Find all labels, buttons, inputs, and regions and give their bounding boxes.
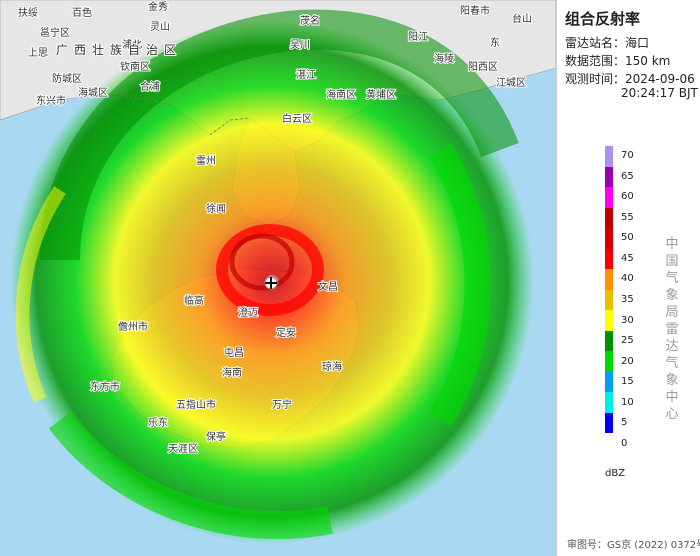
label-sanya: 天涯区	[168, 442, 198, 455]
spiral-band-east	[428, 143, 491, 427]
legend-tick-label: 55	[621, 211, 634, 223]
label-ledong: 乐东	[148, 416, 168, 429]
label-baise: 百色	[72, 6, 92, 19]
station-row: 雷达站名：海口	[565, 34, 649, 51]
label-wuzhishan: 五指山市	[176, 398, 216, 411]
legend-swatch	[605, 392, 613, 413]
label-xuwen: 徐闻	[206, 202, 226, 215]
spiral-band-north	[40, 9, 519, 261]
province-border	[119, 94, 251, 136]
label-huangpu: 黄埔区	[366, 88, 396, 101]
legend-tick-label: 35	[621, 294, 634, 305]
legend-swatch	[605, 351, 613, 372]
range-label: 数据范围：	[565, 54, 626, 68]
label-wanning: 万宁	[272, 398, 292, 411]
label-dongshan: 东	[490, 36, 500, 49]
label-hainan-east: 海南区	[326, 88, 356, 101]
label-fangcheng: 防城区	[52, 72, 82, 85]
legend-tick-label: 60	[621, 191, 634, 203]
label-dongfang: 东方市	[90, 380, 120, 393]
legend-swatch	[605, 289, 613, 311]
label-fusui: 扶绥	[18, 6, 38, 19]
legend-tick-label: 70	[621, 150, 634, 162]
time-date: 2024-09-06	[625, 72, 695, 86]
spiral-band-south	[48, 411, 333, 540]
legend-tick-label: 15	[621, 376, 634, 388]
legend-tick-label: 20	[621, 355, 634, 367]
range-value: 150 km	[625, 54, 671, 68]
radar-map-svg: 扶绥 百色 金秀 灵山 邕宁区 浦北 上思 广西壮族自治区 钦南区 防城区 海城…	[0, 0, 556, 544]
station-label: 雷达站名：	[565, 36, 626, 50]
label-taishan: 台山	[512, 12, 532, 25]
label-maoming: 茂名	[300, 14, 320, 27]
label-hepu: 合浦	[140, 80, 160, 93]
legend-swatch	[605, 371, 613, 393]
legend-swatch	[605, 146, 613, 167]
label-danzhou: 儋州市	[118, 320, 148, 333]
label-wuchuan: 吴川	[290, 39, 310, 51]
legend-swatch	[605, 412, 613, 434]
legend-tick-label: 65	[621, 170, 634, 182]
label-dingan: 定安	[276, 326, 296, 339]
legend-color-bar	[605, 146, 613, 454]
label-zhanjiang: 湛江	[296, 69, 316, 81]
label-tunchang: 屯昌	[224, 346, 244, 359]
label-yangchun: 阳春市	[460, 4, 490, 17]
radar-map[interactable]: 扶绥 百色 金秀 灵山 邕宁区 浦北 上思 广西壮族自治区 钦南区 防城区 海城…	[0, 0, 556, 556]
time-row: 观测时间：2024-09-06	[565, 70, 695, 87]
label-leizhou: 雷州	[196, 155, 216, 167]
time-label: 观测时间：	[565, 72, 626, 86]
label-baoting: 保亭	[206, 430, 226, 443]
label-jiangcheng: 江城区	[496, 77, 526, 89]
label-chengmai: 澄迈	[238, 306, 258, 319]
label-yangxi: 阳西区	[468, 61, 498, 73]
label-guangxi: 广西壮族自治区	[56, 43, 182, 57]
eyewall	[216, 224, 324, 316]
legend-tick-label: 30	[621, 314, 634, 326]
label-dongxing: 东兴市	[36, 94, 66, 107]
label-pubei: 浦北	[122, 38, 142, 51]
legend-swatch	[605, 207, 613, 229]
label-lingshan: 灵山	[150, 21, 170, 33]
eyewall-core	[229, 233, 295, 291]
legend-tick-label: 10	[621, 396, 634, 408]
label-wenchang: 文昌	[318, 280, 338, 293]
legend-unit: dBZ	[605, 468, 626, 479]
label-shangsi: 上思	[28, 47, 48, 59]
agency-credit: 中国气象局雷达气象中心	[665, 237, 679, 422]
legend-tick-label: 0	[621, 437, 628, 449]
time-clock: 20:24:17 BJT	[621, 86, 698, 100]
range-row: 数据范围：150 km	[565, 52, 670, 69]
label-hainan: 海南	[222, 366, 242, 379]
radar-station-marker	[265, 277, 277, 289]
legend-swatch	[605, 330, 613, 352]
legend-swatch	[605, 166, 613, 188]
legend-swatch	[605, 310, 613, 331]
legend-tick-label: 5	[621, 417, 628, 429]
label-haishan: 海陵	[434, 52, 454, 65]
legend-swatch	[605, 187, 613, 208]
spiral-band-west	[15, 186, 66, 403]
legend-swatch	[605, 269, 613, 290]
label-jinxiu: 金秀	[148, 0, 168, 13]
label-baiyun: 白云区	[282, 112, 312, 125]
legend-tick-label: 45	[621, 252, 634, 264]
label-yongning: 邕宁区	[40, 26, 70, 39]
legend-tick-label: 40	[621, 273, 634, 285]
legend-swatch	[605, 248, 613, 270]
station-value: 海口	[625, 36, 650, 50]
info-panel: 组合反射率 雷达站名：海口 数据范围：150 km 观测时间：2024-09-0…	[556, 0, 700, 556]
label-qionghai: 琼海	[322, 360, 342, 373]
dbz-legend: 70 65 60 55 50 45 40 35 30 25 20 15 10 5 0	[605, 146, 655, 466]
label-haicheng: 海城区	[78, 86, 108, 99]
panel-title: 组合反射率	[565, 10, 641, 28]
legend-swatch	[605, 228, 613, 249]
legend-tick-label: 50	[621, 232, 634, 244]
map-license-number: 审图号：GS京 (2022) 0372号	[567, 540, 700, 551]
label-lingao: 临高	[184, 294, 204, 307]
legend-tick-label: 25	[621, 335, 634, 347]
label-yangjiang: 阳江	[408, 31, 428, 43]
legend-swatch	[605, 433, 613, 454]
label-qinnan: 钦南区	[120, 60, 150, 73]
